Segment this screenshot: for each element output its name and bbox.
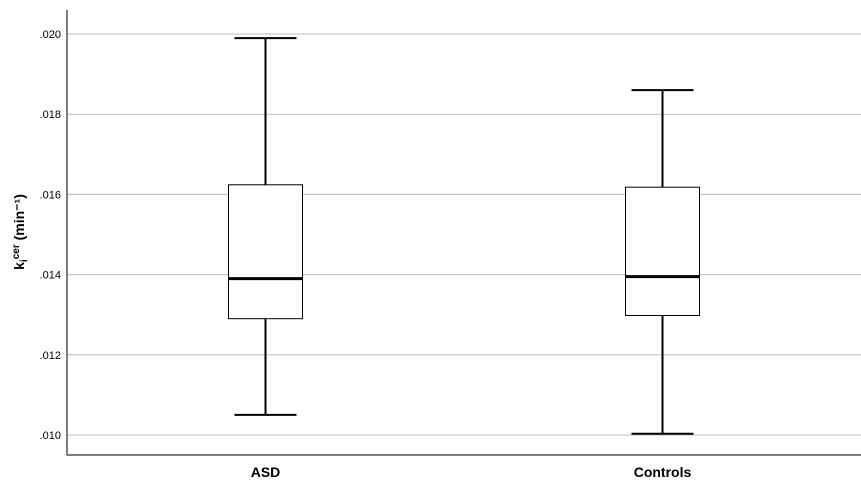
y-tick-labels: .010 .012 .014 .016 .018 .020 [40, 29, 61, 442]
iqr-box [228, 184, 303, 320]
y-axis-title: kicer (min⁻¹) [11, 194, 30, 270]
y-axis-title-subscript: i [19, 259, 30, 262]
box-controls [625, 89, 700, 435]
x-category-label: Controls [634, 464, 692, 480]
y-axis-title-main: k [11, 262, 27, 270]
y-tick-label: .016 [40, 189, 61, 201]
gridlines [67, 33, 861, 436]
box-plot-series [228, 37, 700, 435]
axes [66, 10, 861, 456]
y-tick-label: .018 [40, 109, 61, 121]
y-tick-label: .020 [40, 29, 61, 41]
box-asd [228, 37, 303, 416]
x-category-label: ASD [251, 464, 281, 480]
iqr-box [625, 186, 700, 316]
y-tick-label: .010 [40, 430, 61, 442]
y-tick-label: .012 [40, 350, 61, 362]
y-axis-title-unit: (min⁻¹) [11, 194, 27, 244]
y-axis-title-superscript: cer [11, 244, 22, 259]
x-category-labels: ASD Controls [251, 464, 692, 480]
y-tick-label: .014 [40, 270, 61, 282]
